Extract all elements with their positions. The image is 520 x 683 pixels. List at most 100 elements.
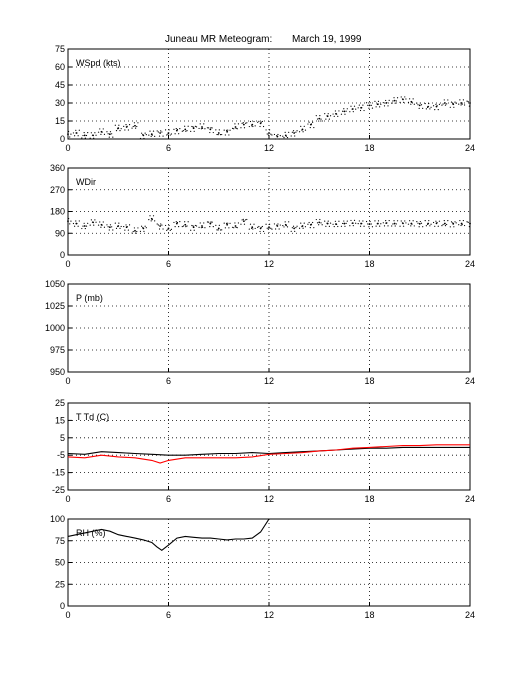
data-point — [216, 133, 218, 136]
data-point — [184, 223, 187, 226]
x-tick-label: 6 — [166, 610, 171, 620]
data-point — [404, 96, 406, 98]
data-point — [162, 228, 164, 230]
data-point — [158, 135, 161, 137]
data-point — [134, 127, 137, 129]
data-point — [270, 227, 272, 229]
data-point — [386, 222, 388, 224]
data-point — [85, 225, 88, 227]
data-point — [460, 222, 463, 225]
data-point — [265, 223, 267, 225]
data-point — [210, 221, 212, 223]
data-point — [344, 113, 346, 115]
data-point — [442, 223, 444, 226]
data-point — [368, 223, 371, 225]
data-point — [75, 129, 77, 131]
y-tick-label: 1025 — [45, 301, 65, 311]
data-point — [332, 113, 334, 115]
data-point — [95, 134, 97, 136]
data-point — [308, 121, 310, 123]
data-point — [296, 130, 298, 132]
panel-label: RH (%) — [76, 528, 106, 538]
data-point — [463, 104, 466, 106]
y-tick-label: 25 — [55, 398, 65, 408]
data-point — [425, 108, 427, 110]
data-point — [291, 131, 293, 133]
data-point — [395, 100, 397, 102]
data-point — [468, 226, 471, 228]
data-point — [395, 223, 397, 225]
data-point — [248, 228, 250, 230]
data-point — [412, 220, 414, 222]
data-point — [328, 225, 330, 227]
panel-3: 0 6 12 18 24 950 975 1000 1025 1050 P (mb) — [45, 279, 475, 386]
data-point — [410, 103, 412, 105]
data-point — [462, 99, 464, 101]
figure-title: Juneau MR Meteogram: — [165, 34, 272, 45]
data-point — [142, 134, 144, 136]
data-point — [119, 130, 121, 132]
data-point — [411, 223, 413, 225]
data-point — [248, 125, 250, 128]
data-point — [78, 220, 80, 222]
data-point — [158, 228, 161, 230]
data-point — [191, 125, 193, 128]
data-point — [242, 218, 244, 220]
data-point — [333, 225, 335, 228]
data-point — [219, 229, 222, 231]
data-point — [227, 129, 229, 131]
data-point — [201, 226, 204, 228]
data-point — [358, 220, 360, 222]
data-point — [313, 227, 315, 229]
y-tick-label: 975 — [50, 345, 65, 355]
data-point — [242, 122, 244, 124]
data-point — [154, 135, 156, 138]
data-point — [268, 129, 271, 131]
data-point — [450, 221, 453, 223]
data-point — [134, 229, 136, 232]
x-tick-label: 18 — [364, 143, 374, 153]
data-point — [136, 125, 138, 128]
data-point — [178, 133, 180, 135]
data-point — [126, 125, 128, 128]
data-point — [262, 230, 265, 233]
data-point — [210, 127, 212, 129]
data-point — [422, 107, 424, 109]
data-point — [276, 224, 278, 226]
data-point — [139, 230, 142, 232]
data-point — [290, 230, 292, 232]
data-point — [164, 129, 167, 131]
x-tick-label: 18 — [364, 610, 374, 620]
data-point — [326, 222, 328, 224]
data-point — [432, 105, 435, 107]
data-point — [246, 218, 248, 221]
data-point — [152, 215, 155, 217]
data-point — [107, 133, 109, 135]
data-point — [376, 223, 378, 225]
data-point — [386, 102, 388, 104]
data-point — [143, 230, 145, 232]
data-point — [204, 227, 206, 229]
data-point — [349, 225, 351, 227]
data-point — [458, 224, 460, 226]
data-point — [425, 225, 427, 227]
data-point — [134, 124, 136, 127]
data-point — [81, 227, 83, 230]
data-point — [150, 220, 152, 222]
data-point — [362, 104, 364, 106]
data-point — [335, 223, 338, 225]
data-point — [229, 222, 231, 224]
data-point — [460, 104, 462, 106]
data-point — [115, 227, 118, 229]
data-point — [459, 99, 461, 101]
data-point — [182, 130, 185, 132]
data-point — [251, 125, 253, 127]
data-point — [218, 224, 220, 226]
data-point — [108, 229, 110, 231]
x-tick-label: 12 — [264, 143, 274, 153]
data-point — [124, 129, 126, 131]
data-point — [265, 129, 267, 131]
data-point — [379, 225, 381, 227]
data-point — [234, 123, 236, 125]
data-point — [185, 226, 187, 228]
